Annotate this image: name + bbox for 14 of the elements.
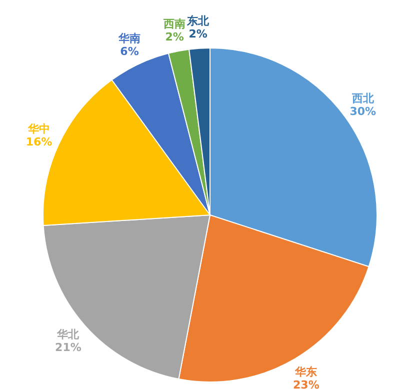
data-label: 2% [165, 30, 184, 44]
slice-label: 东北 [186, 14, 210, 28]
slice-label: 华东 [294, 366, 318, 379]
data-label: 30% [350, 104, 376, 118]
slice-label: 西南 [162, 17, 186, 30]
slice-label: 华南 [118, 32, 141, 45]
data-label: 6% [120, 44, 139, 58]
slice-label: 西北 [350, 92, 375, 105]
slice-label: 华北 [56, 328, 80, 341]
data-label: 21% [55, 340, 82, 354]
data-label: 23% [293, 378, 320, 389]
data-label: 16% [26, 136, 52, 149]
slice-label: 华中 [26, 122, 50, 136]
data-label: 2% [188, 27, 208, 40]
